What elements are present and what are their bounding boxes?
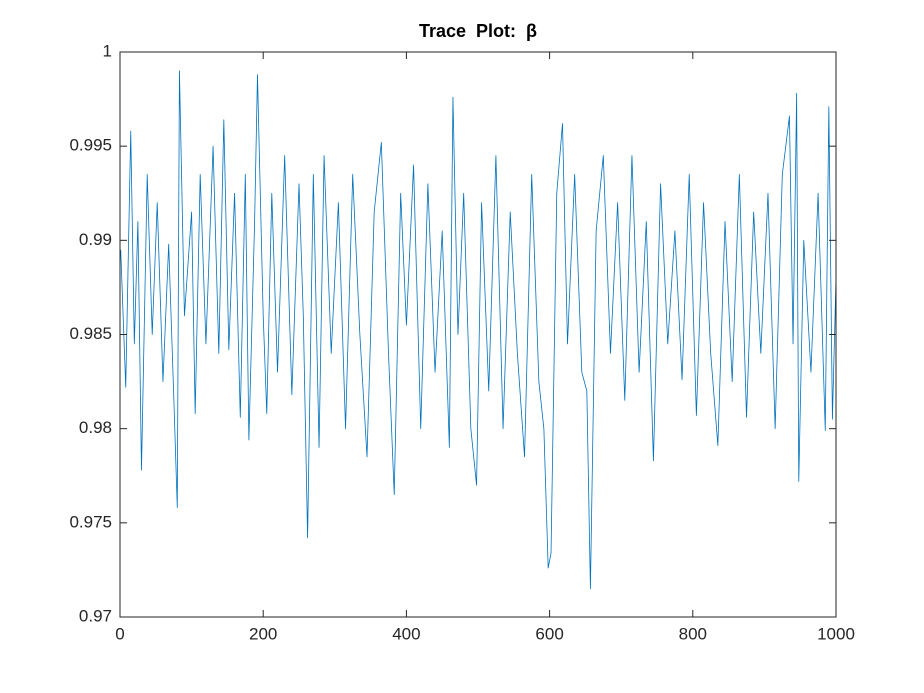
chart-title: Trace Plot: β <box>419 21 537 41</box>
x-tick-label: 600 <box>535 624 563 643</box>
y-tick-label: 1 <box>103 41 112 60</box>
y-tick-label: 0.975 <box>69 512 112 531</box>
y-tick-label: 0.99 <box>79 230 112 249</box>
y-tick-label: 0.985 <box>69 324 112 343</box>
x-tick-label: 1000 <box>817 624 855 643</box>
y-tick-label: 0.98 <box>79 418 112 437</box>
x-tick-label: 400 <box>392 624 420 643</box>
x-tick-label: 200 <box>249 624 277 643</box>
x-tick-label: 0 <box>115 624 124 643</box>
trace-line <box>120 70 837 590</box>
y-tick-label: 0.995 <box>69 136 112 155</box>
y-tick-label: 0.97 <box>79 606 112 625</box>
x-tick-label: 800 <box>679 624 707 643</box>
